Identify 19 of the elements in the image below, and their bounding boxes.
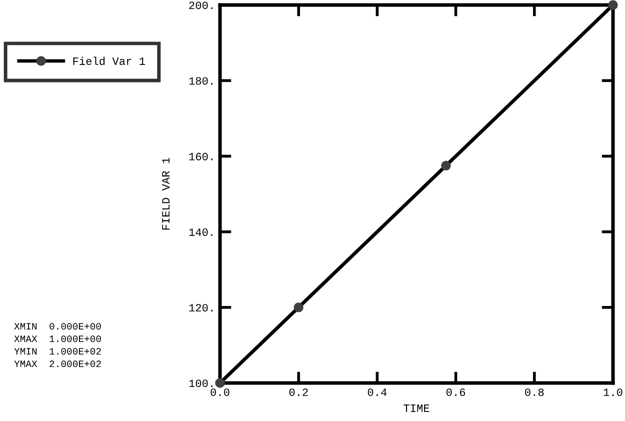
x-tick-label: 0.4 <box>368 388 387 396</box>
y-tick-label: 100. <box>189 380 212 388</box>
y-tick-label: 200. <box>189 2 212 10</box>
y-axis-title: FIELD VAR 1 <box>162 158 170 230</box>
text: YMIN 1.000E+02 <box>14 348 101 355</box>
legend-label: Field Var 1 <box>73 56 146 65</box>
text: XMIN 0.000E+00 <box>14 323 101 330</box>
y-tick-label: 140. <box>189 228 212 236</box>
text: YMAX 2.000E+02 <box>14 360 101 368</box>
x-tick-label: 0.8 <box>525 388 544 396</box>
x-tick-label: 1.0 <box>604 388 622 396</box>
x-tick-label: 0.6 <box>446 388 466 396</box>
x-tick-label: 0.2 <box>289 388 308 396</box>
x-axis-title: TIME <box>404 404 430 412</box>
y-tick-label: 180. <box>189 77 212 85</box>
text: XMAX 1.000E+00 <box>14 336 101 342</box>
x-tick-label: 0.0 <box>210 388 230 396</box>
y-tick-label: 160. <box>189 152 212 160</box>
y-tick-label: 120. <box>189 304 212 312</box>
